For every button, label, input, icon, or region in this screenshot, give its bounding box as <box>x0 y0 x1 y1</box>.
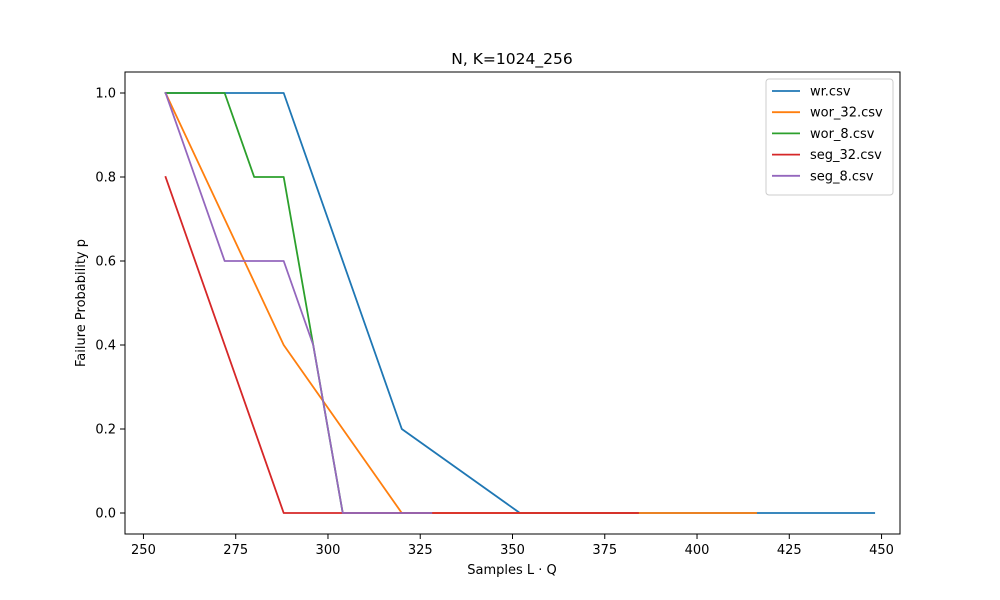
x-axis-ticks: 250 275 300 325 350 375 400 425 450 <box>131 534 894 558</box>
legend: wr.csv wor_32.csv wor_8.csv seg_32.csv seg_8… <box>765 78 894 196</box>
y-tick-label: 0.8 <box>95 171 116 186</box>
chart-title: N, K=1024_256 <box>451 50 572 69</box>
series-line-4 <box>164 91 433 514</box>
y-axis-label: Failure Probability p <box>74 239 89 367</box>
legend-label-4: seg_8.csv <box>810 169 874 184</box>
legend-box <box>765 78 894 196</box>
y-tick-label: 0.4 <box>95 339 116 354</box>
y-axis-ticks: 0.0 0.2 0.4 0.6 0.8 1.0 <box>95 87 125 522</box>
x-tick-label: 275 <box>223 543 248 558</box>
legend-label-3: seg_32.csv <box>810 148 882 163</box>
y-tick-label: 0.6 <box>95 255 116 270</box>
series-lines <box>164 91 876 514</box>
x-tick-label: 250 <box>131 543 156 558</box>
legend-label-0: wr.csv <box>810 85 851 100</box>
legend-label-1: wor_32.csv <box>810 106 883 121</box>
y-tick-label: 0.0 <box>95 507 116 522</box>
x-tick-label: 375 <box>592 543 617 558</box>
x-tick-label: 400 <box>685 543 710 558</box>
x-tick-label: 350 <box>500 543 525 558</box>
x-axis-label: Samples L · Q <box>467 563 557 578</box>
x-tick-label: 325 <box>408 543 433 558</box>
x-tick-label: 450 <box>869 543 894 558</box>
x-tick-label: 425 <box>777 543 802 558</box>
y-tick-label: 0.2 <box>95 423 116 438</box>
legend-label-2: wor_8.csv <box>810 127 875 142</box>
x-tick-label: 300 <box>316 543 341 558</box>
y-tick-label: 1.0 <box>95 87 116 102</box>
